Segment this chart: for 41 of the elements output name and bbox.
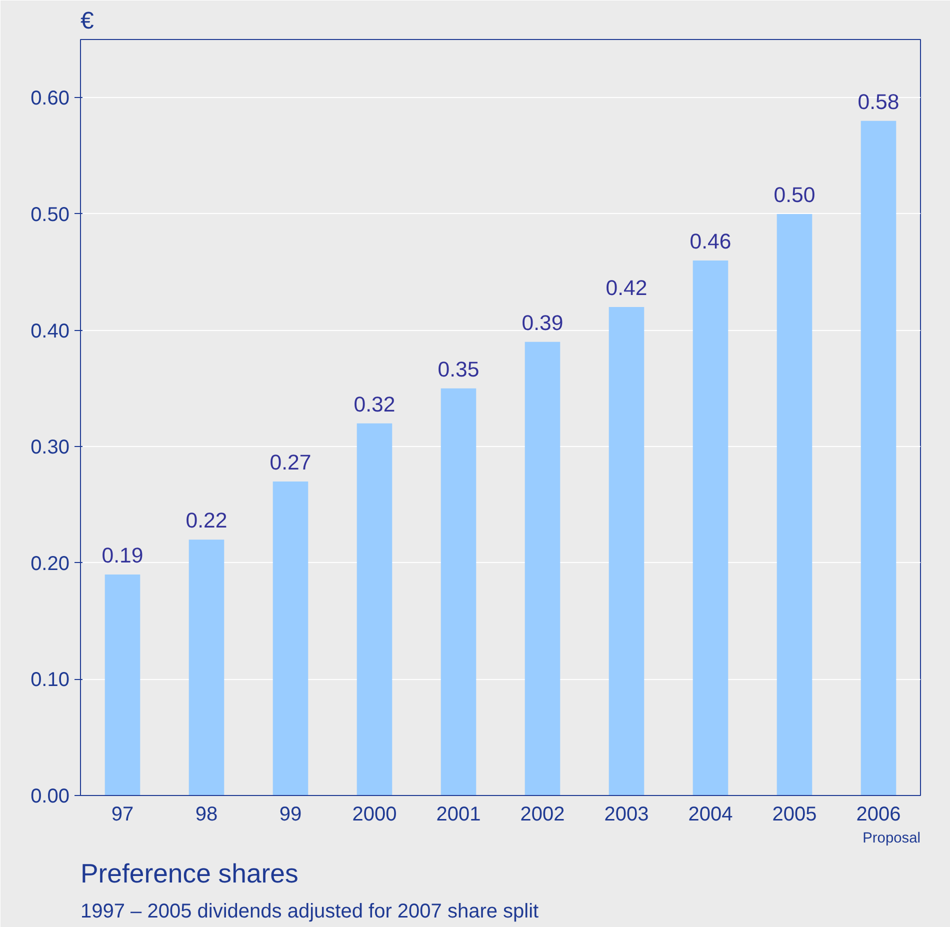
x-tick-label: 2003 (604, 804, 649, 826)
x-tick-label: 98 (195, 804, 218, 826)
y-tick-label: 0.10 (30, 669, 70, 692)
bar (776, 214, 812, 796)
data-label: 0.32 (354, 392, 396, 416)
bar (860, 120, 896, 796)
text: 1997 – 2005 dividends adjusted for 2007 share split (80, 900, 540, 922)
data-label: 0.19 (102, 544, 144, 568)
y-tick-label: 0.30 (30, 436, 70, 459)
bar (608, 307, 644, 796)
bar (272, 481, 308, 796)
y-tick-label: 0.50 (30, 204, 70, 226)
x-tick-label: 2002 (520, 804, 565, 826)
x-tick-label: 2001 (436, 804, 481, 826)
x-tick-label: 2004 (688, 804, 733, 826)
bar (524, 342, 560, 796)
x-tick-label: 2000 (352, 804, 397, 826)
bar (692, 260, 728, 796)
y-tick-label: 0.20 (30, 552, 70, 575)
data-label: 0.22 (186, 508, 228, 533)
y-tick-label: 0.60 (30, 88, 70, 110)
y-tick-label: 0.40 (30, 320, 70, 342)
bar (356, 423, 392, 796)
data-label: 0.50 (774, 182, 816, 207)
x-tick-label: 2006 (856, 804, 901, 826)
bar (188, 540, 224, 796)
data-label: 0.35 (438, 357, 480, 382)
y-axis-title: € (80, 8, 94, 34)
x-tick-label: 99 (279, 804, 302, 826)
data-label: 0.27 (270, 450, 312, 474)
data-label: 0.58 (858, 90, 900, 114)
bar (440, 388, 476, 796)
data-label: 0.42 (606, 276, 648, 300)
data-label: 0.46 (690, 229, 732, 254)
text: Preference shares (80, 858, 298, 888)
text: Proposal (862, 830, 921, 846)
data-label: 0.39 (522, 310, 564, 335)
y-tick-label: 0.00 (30, 786, 70, 808)
x-tick-label: 2005 (772, 804, 817, 826)
bar (104, 574, 140, 796)
x-tick-label: 97 (111, 804, 134, 826)
